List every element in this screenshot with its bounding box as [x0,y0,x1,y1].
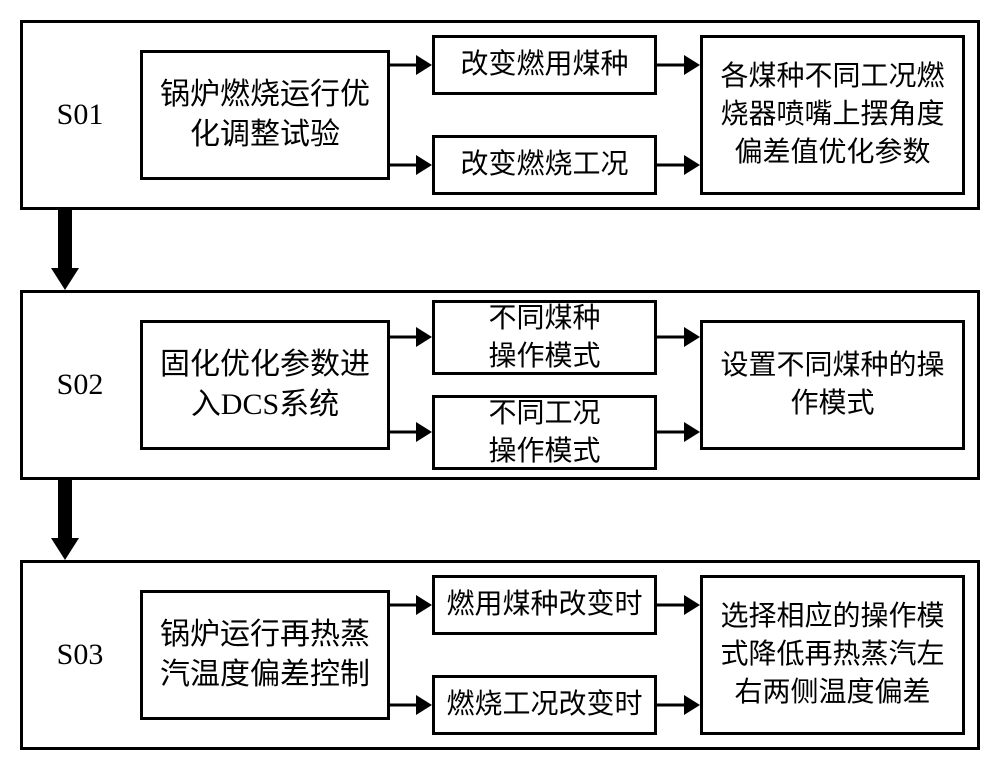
stage-mid-bottom-s01: 改变燃烧工况 [432,135,657,195]
flowchart-canvas: S01锅炉燃烧运行优化调整试验改变燃用煤种改变燃烧工况各煤种不同工况燃烧器喷嘴上… [0,0,1000,763]
stage-mid-bottom-s02: 不同工况 操作模式 [432,395,657,470]
stage-left-s03: 锅炉运行再热蒸汽温度偏差控制 [140,590,390,720]
stage-mid-top-s01: 改变燃用煤种 [432,35,657,95]
stage-mid-bottom-s03: 燃烧工况改变时 [432,675,657,735]
stage-right-s01: 各煤种不同工况燃烧器喷嘴上摆角度偏差值优化参数 [700,35,965,195]
stage-arrow-1 [51,480,79,560]
stage-mid-top-s03: 燃用煤种改变时 [432,575,657,635]
stage-arrow-0 [51,210,79,290]
stage-right-s03: 选择相应的操作模式降低再热蒸汽左右两侧温度偏差 [700,575,965,735]
stage-right-s02: 设置不同煤种的操作模式 [700,320,965,450]
stage-label-s02: S02 [30,290,130,480]
stage-mid-top-s02: 不同煤种 操作模式 [432,300,657,375]
stage-label-s03: S03 [30,560,130,750]
stage-left-s02: 固化优化参数进入DCS系统 [140,320,390,450]
stage-label-s01: S01 [30,20,130,210]
stage-left-s01: 锅炉燃烧运行优化调整试验 [140,50,390,180]
